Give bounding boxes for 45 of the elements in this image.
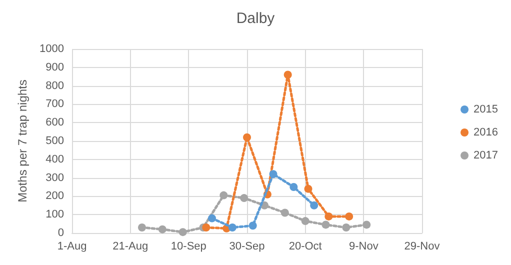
point (240, 194, 248, 202)
y-tick-label: 1000 (40, 43, 64, 55)
x-tick-label: 10-Sep (170, 240, 206, 252)
point (310, 201, 318, 210)
point (284, 70, 292, 79)
point (290, 183, 298, 191)
x-tick-label: 21-Aug (112, 240, 148, 252)
point (269, 170, 278, 178)
legend-label: 2015 (474, 104, 498, 116)
point (243, 133, 251, 142)
point (138, 223, 146, 232)
legend-label: 2016 (474, 126, 498, 138)
y-tick-label: 800 (46, 80, 64, 92)
y-tick-label: 0 (58, 227, 64, 239)
point (158, 225, 166, 234)
legend-label: 2017 (474, 150, 498, 162)
x-tick-label: 30-Sep (229, 240, 265, 252)
point (220, 191, 228, 200)
y-tick-label: 200 (46, 190, 64, 202)
point (280, 208, 289, 217)
point (362, 220, 371, 229)
point (208, 214, 216, 222)
point (345, 212, 354, 220)
y-tick-label: 700 (46, 98, 64, 110)
x-tick-label: 9-Nov (348, 240, 379, 252)
y-tick-label: 900 (46, 61, 64, 74)
x-tick-label: 29-Nov (404, 240, 440, 252)
chart-title: Dalby (236, 10, 276, 27)
point (178, 228, 187, 236)
point (322, 220, 330, 229)
y-tick-label: 100 (46, 208, 64, 221)
point (301, 217, 310, 226)
point (342, 223, 350, 232)
y-tick-label: 400 (46, 153, 64, 166)
y-tick-label: 300 (46, 172, 64, 184)
point (202, 223, 210, 232)
point (248, 222, 257, 230)
point (228, 223, 236, 232)
y-tick-label: 600 (46, 116, 64, 129)
x-tick-label: 20-Oct (288, 240, 322, 252)
y-axis-title: Moths per 7 trap nights (16, 80, 30, 202)
point (324, 212, 333, 220)
x-tick-label: 1-Aug (57, 240, 87, 252)
y-tick-label: 500 (46, 135, 64, 147)
point (304, 184, 312, 193)
